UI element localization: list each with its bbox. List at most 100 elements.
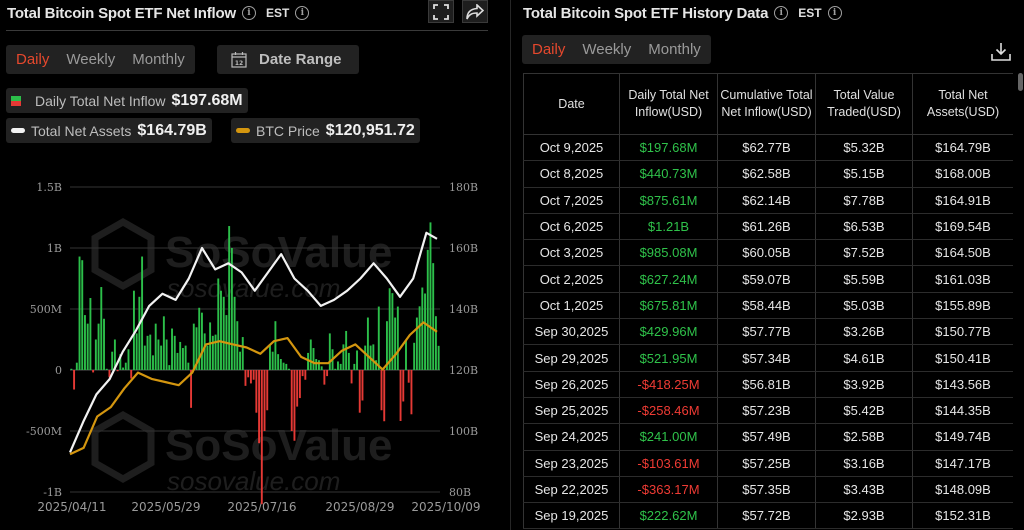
cell-net-assets: $155.89B	[912, 292, 1013, 320]
timezone-label: EST	[265, 6, 290, 20]
cell-daily-inflow: $1.21B	[619, 213, 718, 241]
cell-traded: $5.59B	[815, 265, 913, 293]
cell-date: Oct 6,2025	[523, 213, 620, 241]
legend-value: $120,951.72	[325, 121, 415, 139]
table-row[interactable]: Sep 29,2025 $521.95M $57.34B $4.61B $150.41B	[523, 344, 1013, 372]
cell-cumulative: $61.26B	[717, 213, 816, 241]
svg-text:SoSoValue: SoSoValue	[165, 421, 392, 470]
timezone-info-icon[interactable]: i	[827, 6, 842, 20]
legend-label: Total Net Assets	[31, 122, 132, 139]
cell-traded: $5.42B	[815, 397, 913, 425]
cell-cumulative: $57.34B	[717, 344, 816, 372]
cell-traded: $3.26B	[815, 318, 913, 346]
col-daily-inflow[interactable]: Daily Total Net Inflow(USD)	[619, 73, 718, 135]
cell-date: Sep 19,2025	[523, 502, 620, 530]
cell-traded: $5.03B	[815, 292, 913, 320]
cell-date: Sep 30,2025	[523, 318, 620, 346]
tab-weekly[interactable]: Weekly	[66, 51, 116, 68]
cell-traded: $5.15B	[815, 160, 913, 188]
y-left-tick: 0	[55, 364, 62, 377]
x-tick: 2025/10/09	[411, 500, 480, 514]
tab-monthly[interactable]: Monthly	[132, 51, 185, 68]
net-inflow-panel: Total Bitcoin Spot ETF Net Inflow i EST …	[0, 0, 510, 530]
x-tick: 2025/04/11	[37, 500, 106, 514]
cell-daily-inflow: $241.00M	[619, 423, 718, 451]
share-icon	[466, 3, 484, 19]
y-left-tick: 1B	[47, 242, 62, 255]
cell-date: Oct 9,2025	[523, 134, 620, 162]
scrollbar-thumb[interactable]	[1018, 73, 1023, 91]
tab-monthly[interactable]: Monthly	[648, 41, 701, 58]
date-range-button[interactable]: 12 Date Range	[217, 45, 359, 74]
table-row[interactable]: Sep 22,2025 -$363.17M $57.35B $3.43B $148.09…	[523, 476, 1013, 504]
table-row[interactable]: Oct 9,2025 $197.68M $62.77B $5.32B $164.79B	[523, 134, 1013, 162]
svg-text:SoSoValue: SoSoValue	[165, 228, 392, 277]
cell-cumulative: $56.81B	[717, 371, 816, 398]
x-tick: 2025/08/29	[325, 500, 394, 514]
cell-cumulative: $57.77B	[717, 318, 816, 346]
cell-daily-inflow: -$258.46M	[619, 397, 718, 425]
cell-cumulative: $57.72B	[717, 502, 816, 530]
table-row[interactable]: Oct 6,2025 $1.21B $61.26B $6.53B $169.54B	[523, 213, 1013, 241]
info-icon[interactable]: i	[774, 6, 789, 20]
cell-daily-inflow: -$103.61M	[619, 450, 718, 477]
history-table: Date Daily Total Net Inflow(USD) Cumulat…	[523, 73, 1013, 530]
y-right-tick: 120B	[449, 364, 478, 377]
tab-weekly[interactable]: Weekly	[582, 41, 632, 58]
cell-date: Oct 8,2025	[523, 160, 620, 188]
cell-net-assets: $147.17B	[912, 450, 1013, 477]
cell-traded: $2.93B	[815, 502, 913, 530]
legend-btc-price[interactable]: BTC Price $120,951.72	[231, 118, 420, 143]
table-row[interactable]: Oct 7,2025 $875.61M $62.14B $7.78B $164.91B	[523, 187, 1013, 214]
period-tabs: Daily Weekly Monthly	[6, 45, 195, 74]
fullscreen-button[interactable]	[428, 0, 454, 23]
info-icon[interactable]: i	[241, 6, 256, 20]
share-button[interactable]	[462, 0, 488, 23]
cell-traded: $4.61B	[815, 344, 913, 372]
cell-traded: $7.52B	[815, 239, 913, 267]
y-right-tick: 80B	[449, 486, 471, 499]
tab-daily[interactable]: Daily	[16, 51, 50, 68]
chart-header: Total Bitcoin Spot ETF Net Inflow i EST …	[7, 2, 310, 24]
table-row[interactable]: Sep 19,2025 $222.62M $57.72B $2.93B $152.31B	[523, 502, 1013, 530]
cell-date: Sep 22,2025	[523, 476, 620, 504]
cell-date: Oct 1,2025	[523, 292, 620, 320]
table-header-row: Date Daily Total Net Inflow(USD) Cumulat…	[523, 73, 1013, 135]
header-divider	[6, 30, 488, 31]
cell-net-assets: $169.54B	[912, 213, 1013, 241]
tab-daily[interactable]: Daily	[532, 41, 566, 58]
col-cumulative-inflow[interactable]: Cumulative Total Net Inflow(USD)	[717, 73, 816, 135]
table-row[interactable]: Oct 8,2025 $440.73M $62.58B $5.15B $168.00B	[523, 160, 1013, 188]
period-tabs: Daily Weekly Monthly	[522, 35, 711, 64]
x-tick: 2025/05/29	[131, 500, 200, 514]
cell-net-assets: $161.03B	[912, 265, 1013, 293]
cell-daily-inflow: $675.81M	[619, 292, 718, 320]
cell-cumulative: $58.44B	[717, 292, 816, 320]
table-scrollbar[interactable]	[1018, 73, 1024, 530]
table-row[interactable]: Sep 24,2025 $241.00M $57.49B $2.58B $149.74B	[523, 423, 1013, 451]
legend-net-assets[interactable]: Total Net Assets $164.79B	[6, 118, 212, 143]
table-row[interactable]: Oct 1,2025 $675.81M $58.44B $5.03B $155.89B	[523, 292, 1013, 320]
table-row[interactable]: Oct 2,2025 $627.24M $59.07B $5.59B $161.03B	[523, 265, 1013, 293]
cell-daily-inflow: -$418.25M	[619, 371, 718, 398]
table-row[interactable]: Oct 3,2025 $985.08M $60.05B $7.52B $164.50B	[523, 239, 1013, 267]
cell-daily-inflow: $197.68M	[619, 134, 718, 162]
cell-cumulative: $57.35B	[717, 476, 816, 504]
cell-net-assets: $150.41B	[912, 344, 1013, 372]
legend-daily-inflow[interactable]: Daily Total Net Inflow $197.68M	[6, 88, 248, 113]
col-net-assets[interactable]: Total Net Assets(USD)	[912, 73, 1013, 135]
col-value-traded[interactable]: Total Value Traded(USD)	[815, 73, 913, 135]
download-button[interactable]	[990, 40, 1012, 62]
inflow-chart[interactable]: SoSoValue sosovalue.com SoSoValue sosovalue…	[0, 170, 510, 530]
table-row[interactable]: Sep 26,2025 -$418.25M $56.81B $3.92B $143.56…	[523, 371, 1013, 398]
col-date[interactable]: Date	[523, 73, 620, 135]
cell-net-assets: $164.50B	[912, 239, 1013, 267]
table-row[interactable]: Sep 25,2025 -$258.46M $57.23B $5.42B $144.35…	[523, 397, 1013, 425]
download-icon	[991, 43, 1011, 61]
table-row[interactable]: Sep 30,2025 $429.96M $57.77B $3.26B $150.77B	[523, 318, 1013, 346]
table-row[interactable]: Sep 23,2025 -$103.61M $57.25B $3.16B $147.17…	[523, 450, 1013, 477]
timezone-info-icon[interactable]: i	[295, 6, 310, 20]
date-range-label: Date Range	[259, 51, 342, 68]
